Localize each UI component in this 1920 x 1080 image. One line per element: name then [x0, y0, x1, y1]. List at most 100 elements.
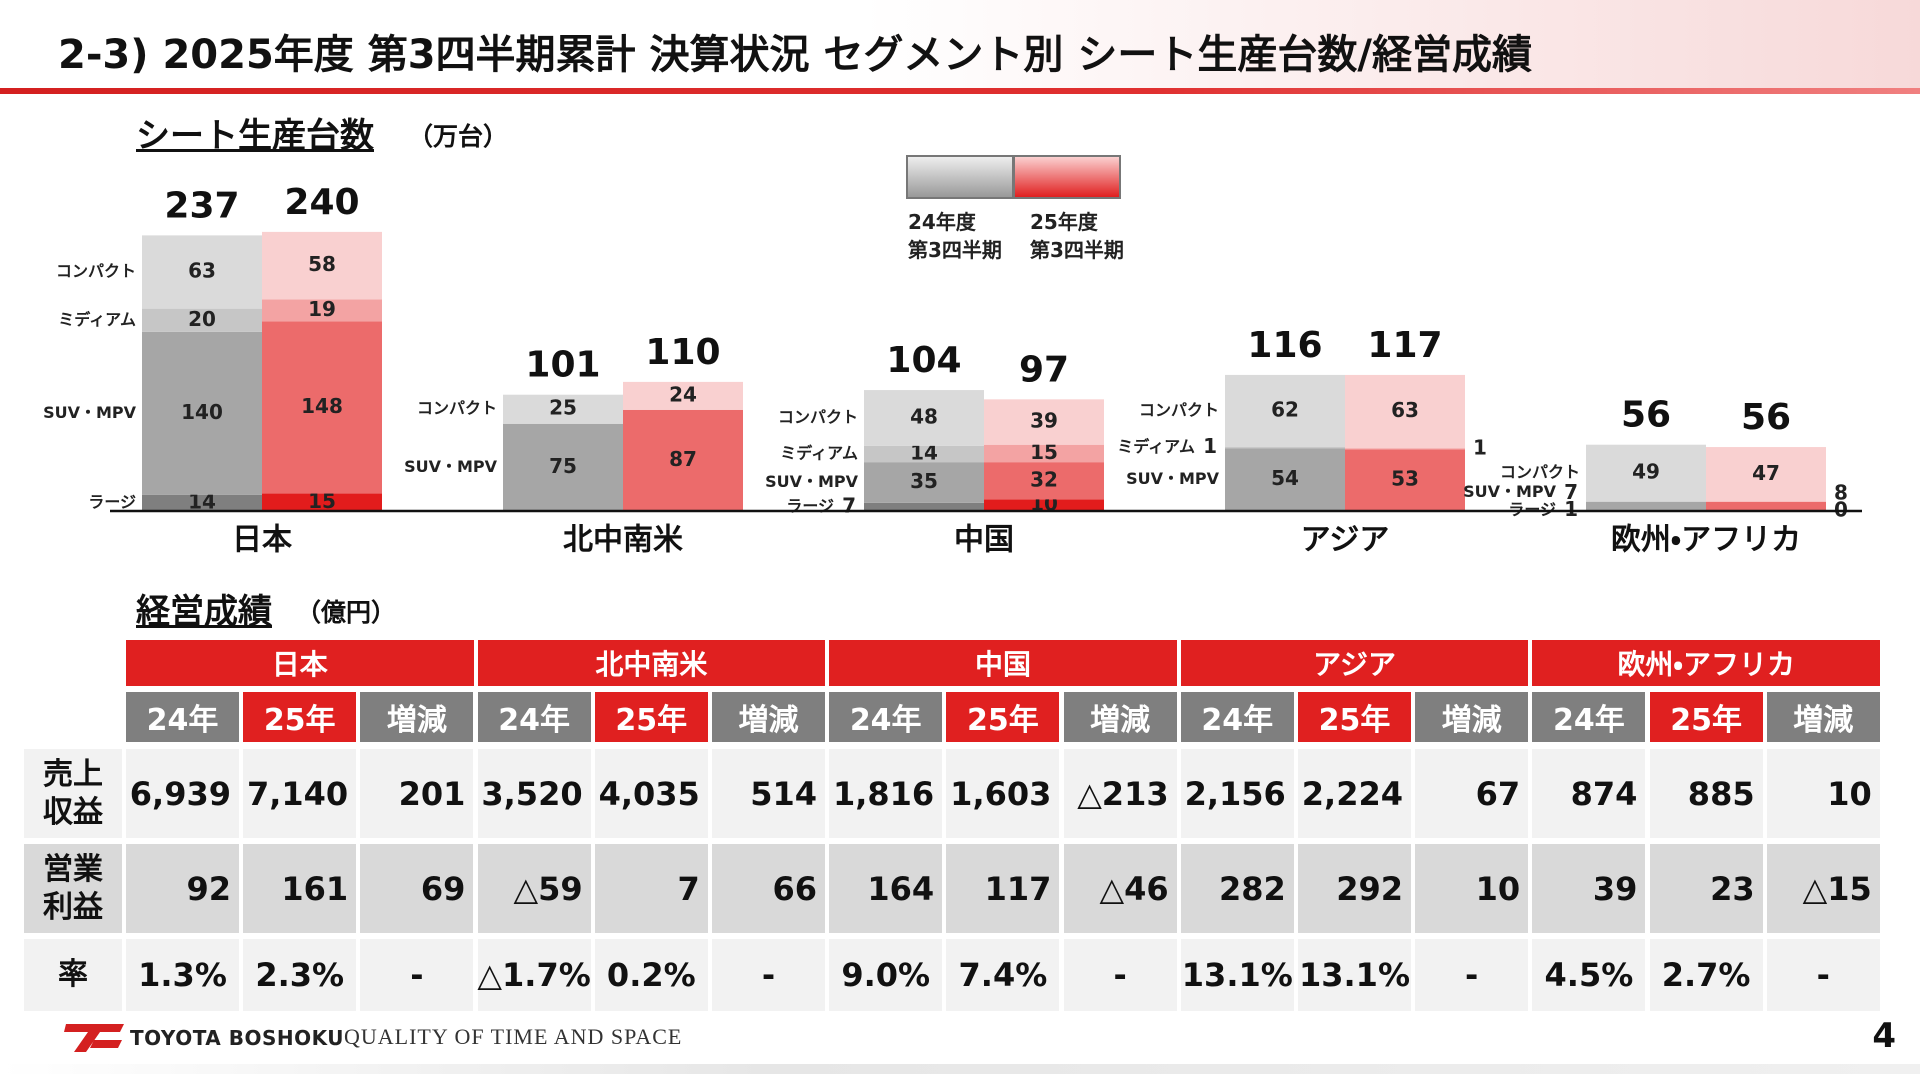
bar-segment [984, 499, 1104, 511]
column-header: 25年 [594, 692, 708, 742]
segment-value: 49 [1632, 460, 1660, 484]
bar-segment [262, 231, 382, 300]
table-cell: - [1766, 939, 1880, 1011]
segment-name: ミディアム [780, 444, 858, 463]
region-header: 北中南米 [477, 640, 826, 686]
bar-segment [142, 494, 262, 511]
table-cell: △46 [1063, 844, 1177, 933]
table-cell: 67 [1415, 749, 1529, 838]
bar-segment [1586, 501, 1706, 510]
table-cell: 13.1% [1180, 939, 1294, 1011]
category-label: 欧州・アフリカ [1611, 523, 1801, 558]
brand: TOYOTA BOSHOKU [130, 1026, 345, 1050]
segment-value: 32 [1030, 467, 1058, 491]
bar-total: 101 [525, 345, 600, 386]
bar-segment [984, 399, 1104, 445]
slogan: QUALITY OF TIME AND SPACE [344, 1024, 683, 1049]
segment-value: 7 [1564, 480, 1578, 504]
segment-value: 39 [1030, 409, 1058, 433]
table-cell: 874 [1532, 749, 1646, 838]
bar-total: 56 [1621, 395, 1671, 436]
bar-segment [1345, 448, 1465, 450]
column-header: 25年 [1298, 692, 1411, 742]
region-header: 中国 [829, 640, 1177, 686]
row-header: 売上 収益 [24, 749, 122, 838]
table-cell: △15 [1766, 844, 1880, 933]
bar-total: 104 [886, 340, 961, 381]
segment-value: 63 [1391, 398, 1419, 422]
bar-total: 97 [1019, 349, 1069, 390]
bar-segment [262, 299, 382, 322]
table-cell: 0.2% [594, 939, 708, 1011]
segment-value: 1 [1473, 435, 1487, 459]
table-cell: 69 [360, 844, 474, 933]
segment-name: SUV・MPV [765, 472, 859, 491]
category-label: 中国 [954, 523, 1014, 558]
table-cell: - [1415, 939, 1529, 1011]
chart: 日本14ラージ140SUV・MPV20ミディアム63コンパクト237151481… [43, 182, 1862, 558]
table-cell: 514 [712, 749, 825, 838]
section-title: シート生産台数 [136, 116, 374, 156]
segment-name: ミディアム [58, 310, 136, 329]
bar-segment [1345, 374, 1465, 449]
segment-value: 62 [1271, 397, 1299, 421]
bar-segment [984, 462, 1104, 500]
table-cell: 4.5% [1532, 939, 1646, 1011]
bar-segment [864, 445, 984, 463]
bar-segment [1706, 447, 1826, 502]
table-cell: △59 [477, 844, 591, 933]
segment-value: 24 [669, 382, 697, 406]
table-cell: 13.1% [1298, 939, 1411, 1011]
segment-value: 0 [1834, 498, 1848, 522]
bar-segment [1706, 501, 1826, 511]
table-cell: 9.0% [829, 939, 943, 1011]
column-header: 増減 [1766, 692, 1880, 742]
segment-value: 75 [549, 454, 577, 478]
column-header: 24年 [1532, 692, 1646, 742]
segment-name: SUV・MPV [1126, 469, 1220, 488]
bar-segment [623, 381, 743, 410]
table-cell: 164 [829, 844, 943, 933]
table-cell: 282 [1180, 844, 1294, 933]
column-header: 24年 [477, 692, 591, 742]
table-cell: 7,140 [243, 749, 357, 838]
segment-value: 20 [188, 307, 216, 331]
segment-name: ラージ [786, 496, 834, 515]
section-title: 経営成績 [136, 592, 272, 632]
bar-total: 240 [284, 182, 359, 223]
bar-segment [503, 423, 623, 511]
column-header: 24年 [1180, 692, 1294, 742]
segment-name: コンパクト [56, 262, 136, 281]
logo [64, 1024, 124, 1052]
segment-value: 1 [1203, 434, 1217, 458]
table-cell: - [712, 939, 825, 1011]
segment-value: 63 [188, 259, 216, 283]
table-cell: 2.7% [1649, 939, 1763, 1011]
segment-name: コンパクト [1500, 463, 1580, 482]
column-header: 25年 [1649, 692, 1763, 742]
segment-value: 25 [549, 396, 577, 420]
segment-value: 7 [842, 493, 856, 517]
segment-value: 148 [301, 394, 343, 418]
segment-value: 15 [308, 489, 336, 513]
bar-segment [864, 390, 984, 446]
table-cell: 1,603 [946, 749, 1060, 838]
table-cell: 66 [712, 844, 825, 933]
bar-total: 56 [1741, 397, 1791, 438]
segment-value: 1 [1564, 497, 1578, 521]
table-cell: 6,939 [126, 749, 239, 838]
category-label: 北中南米 [563, 523, 683, 558]
table-cell: 885 [1649, 749, 1763, 838]
segment-name: コンパクト [417, 399, 497, 418]
section-unit: （万台） [408, 122, 509, 151]
region-header: 欧州・アフリカ [1532, 640, 1880, 686]
bar-segment [864, 462, 984, 503]
column-header: 24年 [829, 692, 943, 742]
segment-value: 19 [308, 297, 336, 321]
table-cell: - [1063, 939, 1177, 1011]
bar-segment [1345, 449, 1465, 511]
bar-segment [142, 235, 262, 309]
table-cell: 7 [594, 844, 708, 933]
segment-value: 47 [1752, 461, 1780, 485]
